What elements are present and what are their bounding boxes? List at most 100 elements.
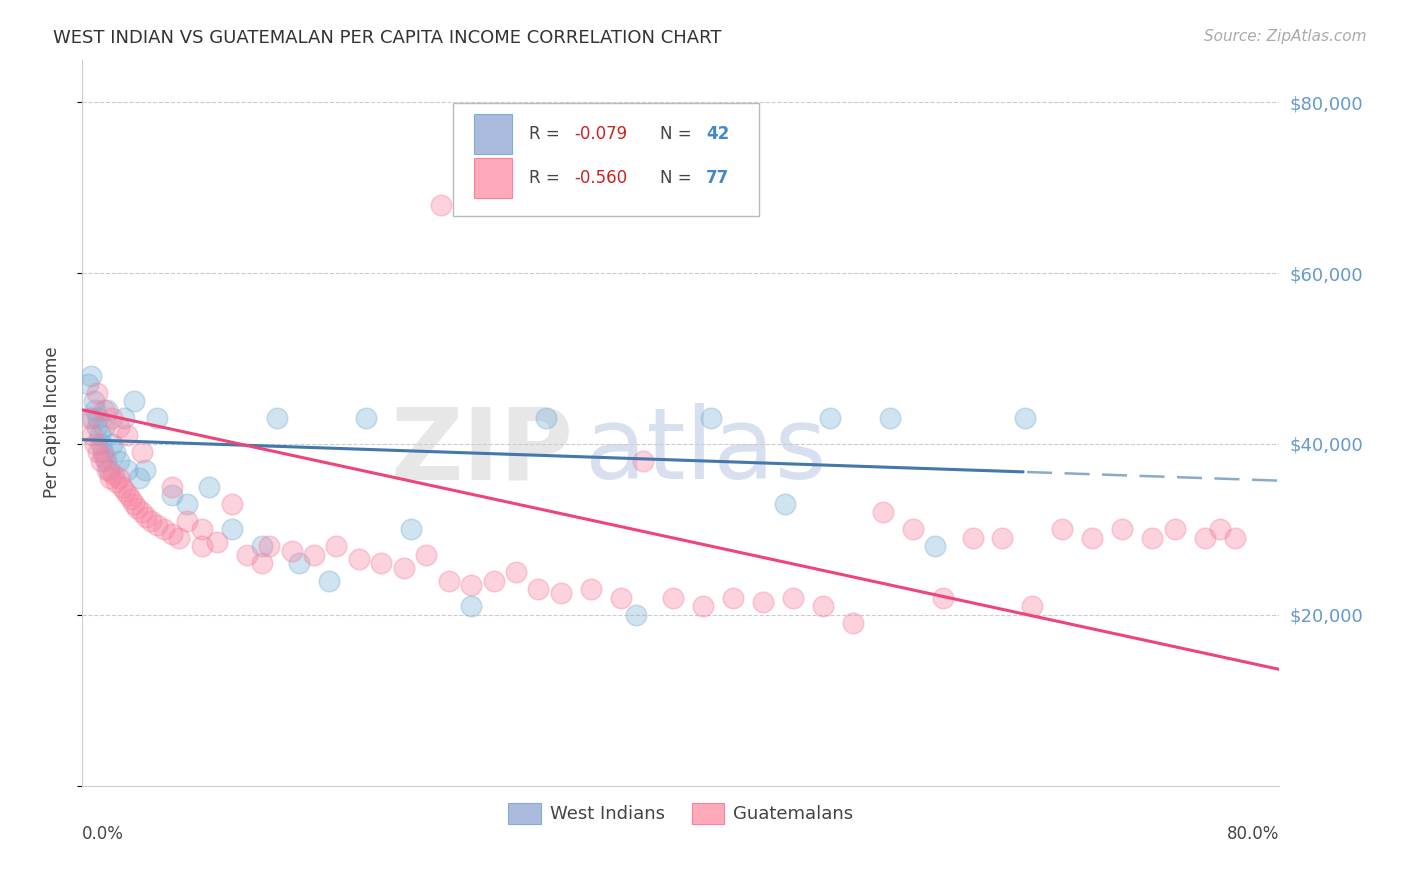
Point [90,454,112,468]
Point [633,454,655,468]
Point [105,475,128,490]
Text: N =: N = [661,126,697,144]
Point [221,497,243,511]
Text: 80.0%: 80.0% [1227,825,1279,844]
Point [699,411,721,425]
Point [1223,531,1246,545]
Point [89,428,111,442]
Point [811,599,834,614]
Point [93,450,115,464]
Point [437,574,460,588]
Point [146,518,169,533]
Point [115,428,138,442]
Point [84,402,107,417]
Point [115,462,138,476]
Point [160,488,183,502]
Point [135,509,157,524]
Point [325,540,347,554]
Point [176,514,198,528]
Text: Source: ZipAtlas.com: Source: ZipAtlas.com [1204,29,1367,44]
Point [534,411,557,425]
Point [221,522,243,536]
Y-axis label: Per Capita Income: Per Capita Income [44,347,60,499]
Point [94,454,117,468]
Point [288,557,311,571]
Point [1194,531,1216,545]
Point [96,402,118,417]
Point [131,505,153,519]
Point [1140,531,1163,545]
Point [93,402,115,417]
Point [931,591,953,605]
Point [86,420,108,434]
Point [662,591,685,605]
Point [879,411,901,425]
Point [87,445,110,459]
Point [77,377,100,392]
Point [160,526,183,541]
Text: atlas: atlas [585,403,827,500]
Point [79,411,101,425]
Point [139,514,162,528]
Point [100,471,122,485]
Text: ZIP: ZIP [389,403,572,500]
Point [111,480,134,494]
Text: R =: R = [529,126,565,144]
Point [399,522,422,536]
Point [610,591,633,605]
Point [460,578,482,592]
Point [134,462,156,476]
Point [991,531,1014,545]
Point [842,616,865,631]
Point [190,522,212,536]
Point [146,411,169,425]
Point [112,411,135,425]
Point [318,574,340,588]
Point [872,505,894,519]
Point [1111,522,1133,536]
Point [82,411,104,425]
Point [924,540,946,554]
Point [752,595,775,609]
Point [103,467,125,481]
Text: 77: 77 [706,169,730,187]
Point [131,445,153,459]
Point [114,483,136,498]
Point [782,591,804,605]
Point [482,574,505,588]
Point [356,411,378,425]
Point [527,582,550,596]
Point [460,599,482,614]
Point [250,540,273,554]
Point [962,531,984,545]
Point [1208,522,1230,536]
Text: 0.0%: 0.0% [82,825,124,844]
Point [721,591,744,605]
Point [1021,599,1043,614]
Point [280,543,302,558]
Point [347,552,370,566]
Point [108,471,131,485]
Point [90,437,112,451]
FancyBboxPatch shape [453,103,758,216]
Point [901,522,924,536]
Point [83,394,105,409]
Point [108,420,131,434]
Point [505,565,527,579]
Point [1052,522,1074,536]
Point [82,428,104,442]
Text: R =: R = [529,169,565,187]
Point [120,492,142,507]
Legend: West Indians, Guatemalans: West Indians, Guatemalans [501,796,860,831]
Point [86,385,108,400]
Point [1014,411,1036,425]
Point [624,607,647,622]
Point [124,394,146,409]
Point [1081,531,1104,545]
Point [302,548,325,562]
Point [257,540,280,554]
Point [108,454,131,468]
Point [370,557,392,571]
Point [124,497,146,511]
Point [176,497,198,511]
